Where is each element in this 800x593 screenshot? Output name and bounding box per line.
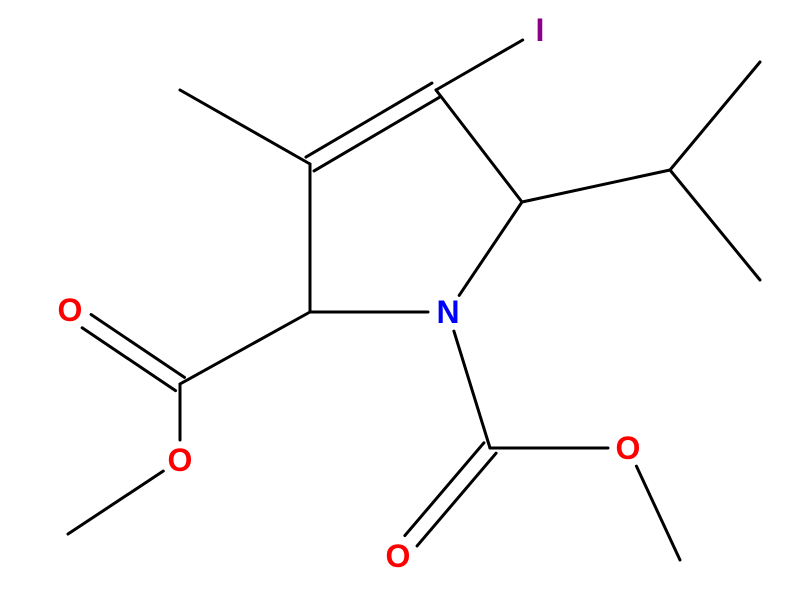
atom-i-label: I bbox=[536, 12, 545, 48]
atom-o-label: O bbox=[616, 430, 641, 466]
atoms-layer: O O I N O O bbox=[58, 12, 641, 574]
atom-o-label: O bbox=[386, 538, 411, 574]
bonds-layer bbox=[68, 40, 760, 560]
atom-o-label: O bbox=[168, 442, 193, 478]
atom-o-label: O bbox=[58, 292, 83, 328]
molecule-diagram: O O I N O O bbox=[0, 0, 800, 593]
atom-n-label: N bbox=[436, 294, 459, 330]
